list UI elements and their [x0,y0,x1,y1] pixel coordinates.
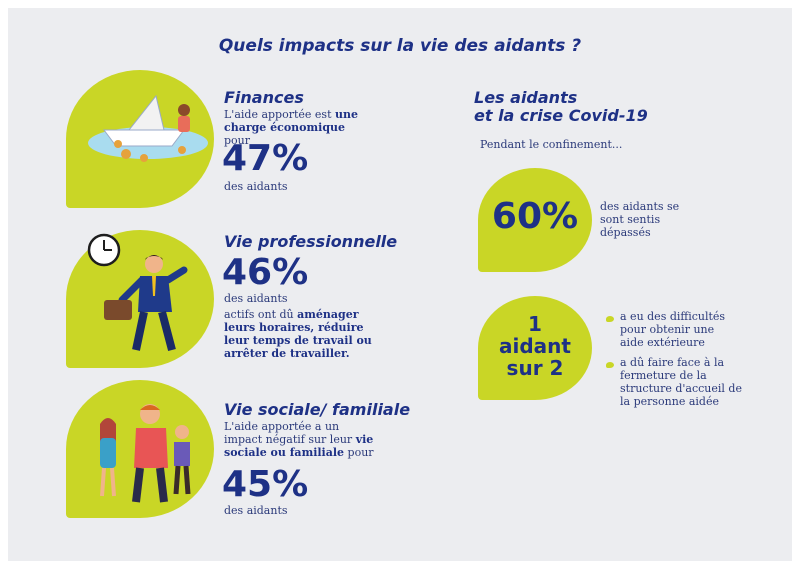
family-illustration [100,404,191,503]
vie-pro-suffix: des aidants [224,292,288,305]
covid-stat1-value: 60% [491,196,579,237]
covid-stat2-line3: sur 2 [506,356,564,380]
covid-heading-line1: Les aidants [474,88,578,107]
covid-stat2-blob [478,296,592,400]
finances-suffix: des aidants [224,180,288,193]
vie-sociale-heading: Vie sociale/ familiale [224,400,411,419]
covid-intro: Pendant le confinement... [480,138,623,151]
covid-bullet-2: a dû faire face à la fermeture de la str… [620,356,742,408]
finances-heading: Finances [224,88,304,107]
covid-bullet-1: a eu des difficultés pour obtenir une ai… [620,310,726,349]
clock-icon [87,233,121,267]
covid-stat1-text: des aidants se sont sentis dépassés [600,200,680,239]
page-title: Quels impacts sur la vie des aidants ? [218,36,582,56]
vie-sociale-text: L'aide apportée a un impact négatif sur … [224,420,374,459]
finances-percent: 47% [222,138,309,179]
bullet-marker [606,362,614,368]
paper-boat-illustration [88,94,208,162]
finances-text: L'aide apportée est une charge économiqu… [224,108,374,147]
vie-sociale-text-after: pour [344,446,374,459]
finances-text-bold: une charge économique [224,108,358,134]
vie-sociale-percent: 45% [222,464,309,505]
vie-sociale-text-bold: vie sociale ou familiale [224,433,374,459]
covid-heading-line2: et la crise Covid-19 [474,106,648,125]
vie-pro-percent: 46% [222,252,309,293]
businessman-illustration [104,255,188,352]
covid-stat2-line2: aidant [499,334,571,358]
bullet-marker [606,316,614,322]
vie-sociale-suffix: des aidants [224,504,288,517]
vie-pro-heading: Vie professionnelle [224,232,398,251]
covid-stat1-blob [478,168,592,272]
finances-text-after: pour [224,134,251,147]
vie-pro-text: actifs ont dû aménager leurs horaires, r… [224,308,380,360]
vie-sociale-text-before: L'aide apportée a un impact négatif sur … [224,420,356,446]
finances-text-before: L'aide apportée est [224,108,335,121]
vie-pro-text-bold: aménager leurs horaires, réduire leur te… [224,308,372,360]
covid-stat2-line1: 1 [528,312,542,336]
vie-pro-text-before: actifs ont dû [224,308,298,321]
